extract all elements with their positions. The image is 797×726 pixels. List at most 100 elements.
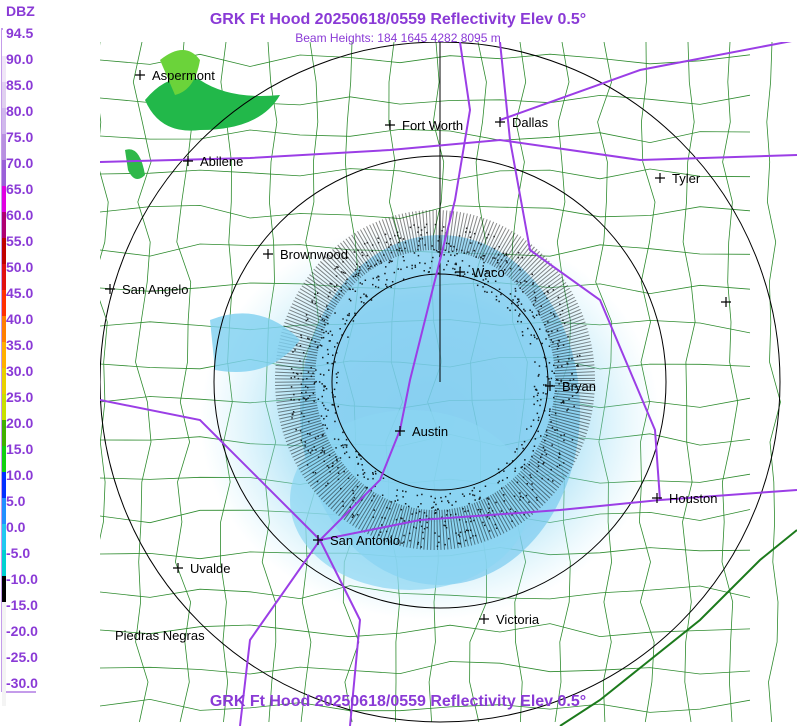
speckle [431,507,433,509]
speckle [561,401,564,403]
county-line [174,42,193,723]
speckle [402,490,404,492]
speckle [568,398,570,400]
speckle [563,402,565,404]
legend-label: 70.0 [6,155,33,171]
speckle [292,372,295,374]
speckle [329,471,331,473]
county-line [100,661,751,675]
speckle [361,283,363,285]
speckle [455,500,457,503]
speckle [384,517,386,519]
speckle [483,524,486,527]
speckle [408,520,410,522]
speckle [381,524,383,526]
speckle [344,272,346,274]
speckle [526,428,528,430]
speckle [317,345,319,348]
speckle [314,472,317,474]
speckle [545,453,548,456]
speckle [389,507,391,510]
speckle [563,383,565,386]
speckle [388,261,390,264]
speckle [321,337,323,339]
speckle [537,419,540,422]
speckle [567,335,569,338]
speckle [417,244,420,247]
speckle [423,528,426,530]
speckle [290,377,292,379]
speckle [367,478,369,480]
speckle [329,330,332,333]
speckle [474,499,476,501]
speckle [483,261,485,264]
speckle [542,463,544,465]
speckle [336,342,339,344]
speckle [293,393,295,396]
speckle [509,267,512,270]
speckle [535,496,538,499]
speckle [505,260,507,262]
speckle [299,360,301,362]
speckle [470,520,472,523]
speckle [331,404,333,406]
speckle [321,383,323,385]
speckle [511,514,513,516]
speckle [426,521,428,524]
speckle [422,537,424,540]
speckle [440,496,442,499]
speckle [534,388,537,391]
speckle [307,386,309,389]
legend-swatch [2,576,6,602]
speckle [545,330,548,332]
speckle [361,464,363,466]
speckle [555,390,557,392]
speckle [482,286,484,288]
legend-label: 20.0 [6,415,33,431]
speckle [469,493,471,495]
speckle [550,421,552,423]
legend-swatch [2,472,6,498]
speckle [348,312,350,315]
speckle [352,288,354,290]
speckle [540,456,542,459]
speckle [321,318,324,321]
speckle [390,251,393,254]
speckle [345,438,348,441]
legend-label: 94.5 [6,25,33,41]
legend-swatch [2,446,6,472]
legend-label: 85.0 [6,77,33,93]
speckle [473,494,476,497]
speckle [352,275,355,278]
speckle [546,376,548,378]
city-marker [545,381,555,391]
speckle [495,295,498,298]
speckle [503,500,506,502]
speckle [362,473,365,475]
speckle [491,291,493,293]
speckle [533,385,536,388]
speckle [385,241,388,244]
speckle [420,503,422,505]
speckle [315,369,317,371]
speckle [463,273,466,275]
speckle [467,529,469,532]
speckle [514,287,517,290]
speckle [295,343,298,346]
speckle [393,271,396,274]
speckle [339,328,341,330]
speckle [400,517,402,519]
speckle [291,417,293,419]
speckle [303,415,305,418]
speckle [485,278,487,280]
speckle [342,431,344,434]
speckle [557,379,559,381]
speckle [321,329,323,331]
speckle [464,539,467,542]
speckle [484,485,487,487]
speckle [391,260,393,262]
speckle [374,264,376,267]
speckle [397,268,399,270]
speckle [543,384,545,386]
speckle [450,245,452,247]
